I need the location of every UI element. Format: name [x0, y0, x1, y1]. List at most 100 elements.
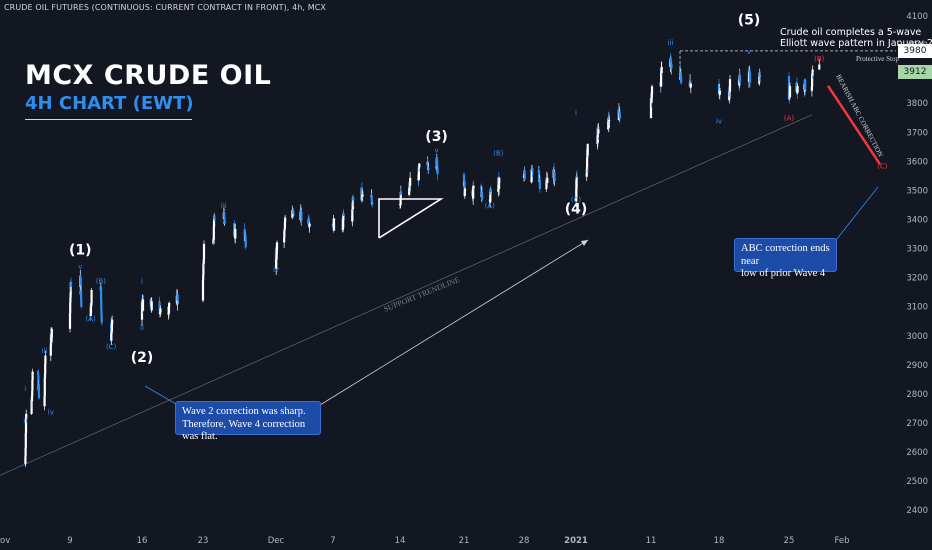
wave-label: iii: [668, 39, 674, 47]
candle-body: [553, 178, 556, 181]
candle-body: [670, 63, 673, 69]
candle-body: [233, 223, 236, 235]
x-tick-label: 18: [714, 536, 725, 546]
candle-body: [31, 371, 34, 381]
candle-body: [284, 217, 287, 222]
candle-body: [660, 70, 663, 87]
candle-body: [649, 97, 653, 118]
candle-body: [24, 432, 27, 448]
candle-body: [427, 168, 430, 170]
wave-label: iii: [221, 202, 227, 210]
wave-label: i: [24, 385, 26, 393]
candle-body: [409, 177, 412, 186]
candle-body: [523, 178, 527, 180]
candle-body: [50, 328, 53, 338]
candle-body: [43, 396, 46, 407]
support-trendline: [0, 114, 812, 476]
wave2-callout-line: [319, 239, 589, 406]
candle-body: [159, 308, 162, 313]
candle-body: [25, 413, 28, 419]
x-tick-label: 2021: [564, 536, 588, 546]
wave2-callout-arrow: [581, 240, 588, 246]
candle-body: [212, 220, 216, 227]
candle-body: [804, 79, 807, 90]
wave-label: (A): [85, 315, 96, 323]
wave5-note-line2: Elliott wave pattern in January 2021: [780, 38, 932, 49]
wave-label: (B): [814, 55, 825, 63]
x-tick-label: Feb: [834, 536, 849, 546]
y-tick-label: 2600: [906, 448, 928, 458]
candle-body: [418, 163, 421, 168]
wave-label: (B): [96, 277, 107, 285]
candle-body: [43, 378, 46, 397]
candle-body: [31, 390, 34, 396]
candle-body: [244, 240, 247, 248]
candle-body: [69, 302, 72, 314]
x-tick-label: 21: [459, 536, 470, 546]
wave-label: i: [141, 277, 143, 285]
candle-body: [435, 157, 439, 161]
abc-note-line2: low of prior Wave 4: [741, 268, 826, 279]
candle-body: [69, 292, 72, 298]
candle-body: [244, 235, 247, 241]
candle-body: [342, 213, 345, 216]
candle-body: [223, 212, 226, 218]
candle-body: [223, 221, 226, 224]
abc-box-pointer: [835, 186, 879, 241]
candle-body: [575, 176, 579, 178]
candle-body: [680, 76, 683, 84]
candle-body: [275, 254, 278, 260]
candle-body: [738, 77, 742, 82]
brand-underline: [25, 119, 192, 120]
candle-body: [436, 160, 439, 171]
candle-body: [575, 176, 578, 179]
candle-body: [99, 286, 103, 299]
candle-body: [545, 180, 548, 188]
candle-body: [748, 72, 752, 83]
wave-label: i: [575, 109, 577, 117]
wave-label: (2): [131, 350, 154, 366]
last-price-tag: 3912: [898, 65, 932, 79]
x-tick-label: ov: [0, 536, 10, 546]
candle-body: [463, 191, 466, 197]
candle-body: [546, 178, 549, 184]
candle-body: [37, 384, 40, 394]
wave-label: (C): [877, 163, 888, 171]
candle-body: [176, 299, 179, 301]
candle-body: [202, 262, 205, 276]
candle-body: [436, 167, 439, 175]
candle-body: [150, 301, 153, 311]
y-tick-label: 3500: [906, 186, 928, 196]
wave-label: (A): [485, 202, 496, 210]
y-tick-label: 3200: [906, 274, 928, 284]
bearish-abc-label: BEARISH ABC CORRECTION: [834, 73, 884, 158]
candle-body: [728, 79, 732, 92]
candle-body: [308, 223, 311, 227]
candle-body: [718, 91, 722, 93]
y-tick-label: 2900: [906, 361, 928, 371]
candle-body: [371, 203, 374, 205]
candle-body: [223, 217, 226, 222]
y-tick-label: 2800: [906, 390, 928, 400]
x-tick-label: 9: [67, 536, 72, 546]
wave-label: (B): [493, 150, 504, 158]
wave-label: (3): [425, 129, 448, 145]
candle-body: [608, 119, 611, 121]
candle-body: [596, 127, 599, 143]
support-trendline-label: SUPPORT TRENDLINE: [382, 275, 461, 314]
candle-body: [538, 180, 541, 190]
candle-body: [660, 67, 663, 73]
candle-body: [202, 275, 205, 280]
protective-stop-label: Protective Stop: [856, 55, 899, 63]
candle-body: [650, 97, 653, 103]
candle-body: [79, 275, 82, 280]
wave-label: ii: [585, 167, 589, 175]
candle-body: [586, 157, 589, 173]
wave-label: (1): [69, 242, 92, 258]
candle-body: [361, 194, 364, 197]
candle-body: [481, 194, 484, 200]
candle-body: [140, 301, 144, 320]
wave-label: iv: [273, 266, 279, 274]
candle-body: [650, 86, 654, 95]
